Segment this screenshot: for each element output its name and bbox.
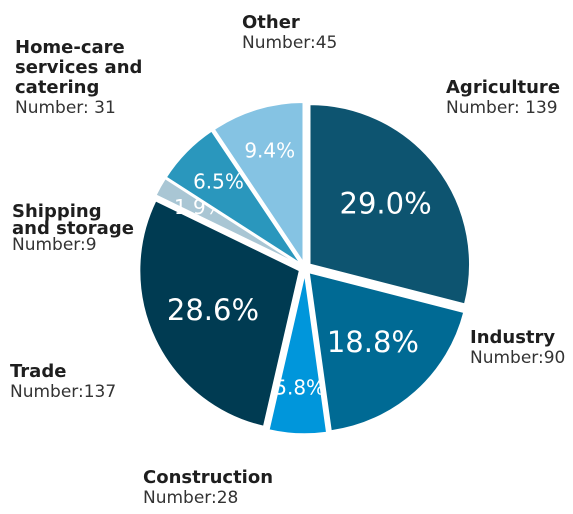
category-label: Home-care services and catering Number: 3…: [15, 37, 155, 119]
category-label: Shipping and storage Number:9: [12, 203, 142, 254]
category-name: Agriculture: [446, 77, 561, 98]
category-number: Number:45: [242, 33, 338, 53]
pie-slice: [165, 129, 302, 265]
category-name: Construction: [143, 467, 274, 488]
slice-label: 18.8%: [327, 325, 419, 359]
slice-label: 28.6%: [167, 293, 259, 327]
category-label: Industry Number:90: [470, 327, 566, 369]
category-label: Trade Number:137: [10, 361, 117, 403]
slice-label: 29.0%: [340, 186, 432, 220]
category-name: Home-care services and catering: [15, 37, 143, 98]
pie-slice: [213, 101, 305, 265]
slice-label: 5.8%: [274, 376, 325, 400]
category-number: Number:9: [12, 235, 97, 255]
category-number: Number:28: [143, 488, 239, 508]
pie-slice: [267, 273, 328, 435]
pie-slice: [138, 199, 301, 428]
category-name: Trade: [10, 361, 67, 382]
slice-label: 9.4%: [244, 139, 295, 163]
category-number: Number:90: [470, 348, 566, 368]
category-number: Number:137: [10, 382, 117, 402]
pie-slice: [154, 177, 301, 266]
category-label: Agriculture Number: 139: [446, 77, 561, 119]
pie-slice: [308, 271, 465, 432]
category-label: Other Number:45: [242, 12, 338, 54]
category-label: Construction Number:28: [143, 467, 274, 509]
slice-label: 6.5%: [193, 170, 244, 194]
category-name: Other: [242, 12, 300, 33]
category-number: Number: 31: [15, 98, 116, 118]
category-name: Industry: [470, 327, 556, 348]
category-number: Number: 139: [446, 98, 558, 118]
category-name: Shipping and storage: [12, 201, 134, 239]
pie-slice: [308, 103, 471, 306]
